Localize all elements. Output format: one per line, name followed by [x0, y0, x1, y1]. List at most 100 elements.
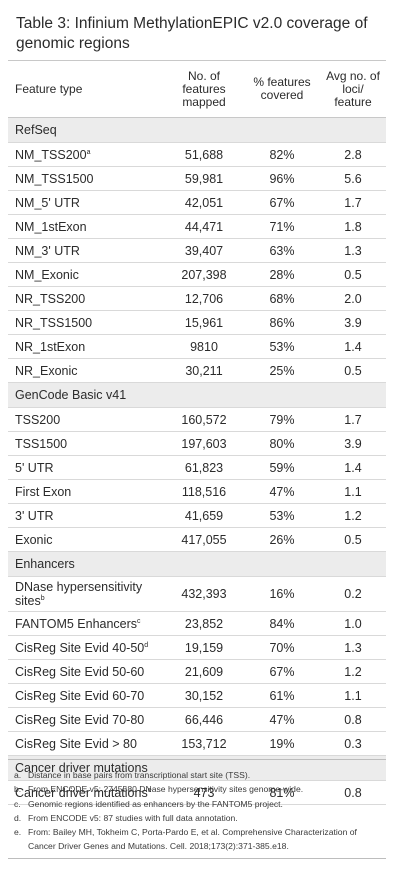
feature-name: NR_TSS1500 [15, 315, 93, 330]
features-mapped-cell: 432,393 [164, 576, 244, 612]
feature-name-cell: NM_Exonic [8, 262, 164, 287]
table-row: NR_Exonic 30,211 25% 0.5 [8, 358, 386, 383]
footnote-mark: d. [14, 812, 22, 823]
avg-loci-cell: 1.8 [320, 214, 386, 239]
footnote-text: From ENCODE v5: 87 studies with full dat… [28, 812, 238, 823]
feature-name-cell: CisReg Site Evid 60-70 [8, 683, 164, 708]
percent-covered-cell: 47% [244, 479, 320, 504]
avg-loci-cell: 0.8 [320, 707, 386, 732]
table-row: TSS200 160,572 79% 1.7 [8, 407, 386, 432]
features-mapped-cell: 44,471 [164, 214, 244, 239]
avg-loci-cell: 0.3 [320, 731, 386, 756]
feature-name: CisReg Site Evid 50-60 [15, 664, 145, 679]
footnote: a. Distance in base pairs from transcript… [14, 768, 386, 782]
percent-covered-cell: 68% [244, 286, 320, 311]
feature-name-cell: CisReg Site Evid 40-50d [8, 635, 164, 660]
percent-covered-cell: 26% [244, 527, 320, 552]
footnote-text: Distance in base pairs from transcriptio… [28, 770, 251, 780]
percent-covered-cell: 70% [244, 635, 320, 660]
table-row: NM_Exonic 207,398 28% 0.5 [8, 262, 386, 287]
feature-name: NR_1stExon [15, 339, 86, 354]
footnote-mark: a. [14, 770, 22, 780]
avg-loci-cell: 1.1 [320, 683, 386, 708]
feature-name: FANTOM5 Enhancers [15, 616, 138, 631]
avg-loci-cell: 1.0 [320, 611, 386, 636]
footnote-text: From: Bailey MH, Tokheim C, Porta-Pardo … [28, 827, 357, 852]
feature-name-cell: NM_TSS1500 [8, 166, 164, 191]
table-row: CisReg Site Evid 60-70 30,152 61% 1.1 [8, 683, 386, 708]
feature-name: TSS1500 [15, 436, 68, 451]
table-row: TSS1500 197,603 80% 3.9 [8, 431, 386, 456]
coverage-table: Feature type No. of features mapped % fe… [8, 61, 386, 805]
table-row: CisReg Site Evid > 80 153,712 19% 0.3 [8, 731, 386, 756]
feature-name-cell: CisReg Site Evid > 80 [8, 731, 164, 756]
avg-loci-cell: 0.5 [320, 527, 386, 552]
feature-name-cell: Exonic [8, 527, 164, 552]
features-mapped-cell: 41,659 [164, 503, 244, 528]
table-row: NR_TSS200 12,706 68% 2.0 [8, 286, 386, 311]
table-bottom-rule [8, 759, 386, 760]
feature-name: 5' UTR [15, 460, 54, 475]
percent-covered-cell: 47% [244, 707, 320, 732]
avg-loci-cell: 2.8 [320, 142, 386, 167]
feature-name: NM_TSS200 [15, 147, 87, 162]
table-row: 5' UTR 61,823 59% 1.4 [8, 455, 386, 480]
section-title: GenCode Basic v41 [8, 382, 386, 408]
header-feature-type: Feature type [8, 61, 164, 118]
feature-name: CisReg Site Evid > 80 [15, 736, 137, 751]
feature-name-cell: NM_TSS200a [8, 142, 164, 167]
features-mapped-cell: 207,398 [164, 262, 244, 287]
features-mapped-cell: 61,823 [164, 455, 244, 480]
feature-name: First Exon [15, 484, 72, 499]
avg-loci-cell: 3.9 [320, 431, 386, 456]
percent-covered-cell: 25% [244, 358, 320, 383]
percent-covered-cell: 80% [244, 431, 320, 456]
table-row: FANTOM5 Enhancersc 23,852 84% 1.0 [8, 611, 386, 636]
footnote-marker: e [147, 786, 152, 794]
features-mapped-cell: 9810 [164, 334, 244, 359]
section-header-row: RefSeq [8, 117, 386, 143]
feature-name-cell: NM_3' UTR [8, 238, 164, 263]
table-row: First Exon 118,516 47% 1.1 [8, 479, 386, 504]
footnotes: a. Distance in base pairs from transcript… [14, 768, 386, 854]
avg-loci-cell: 1.1 [320, 479, 386, 504]
table-row: DNase hypersensitivity sitesb 432,393 16% 0… [8, 576, 386, 612]
feature-name-cell: NR_TSS1500 [8, 310, 164, 335]
section-header-row: GenCode Basic v41 [8, 382, 386, 408]
title-divider [8, 60, 386, 61]
features-mapped-cell: 66,446 [164, 707, 244, 732]
feature-name: NM_3' UTR [15, 243, 80, 258]
feature-name: CisReg Site Evid 70-80 [15, 712, 145, 727]
footnote: c. Genomic regions identified as enhancer… [14, 797, 386, 811]
feature-name-cell: NM_1stExon [8, 214, 164, 239]
features-mapped-cell: 118,516 [164, 479, 244, 504]
features-mapped-cell: 197,603 [164, 431, 244, 456]
features-mapped-cell: 21,609 [164, 659, 244, 684]
avg-loci-cell: 0.5 [320, 358, 386, 383]
feature-name: NR_Exonic [15, 363, 78, 378]
footnote-mark: e. [14, 827, 22, 838]
section-title: RefSeq [8, 117, 386, 143]
feature-name-cell: Cancer driver mutationse [8, 780, 164, 805]
percent-covered-cell: 96% [244, 166, 320, 191]
avg-loci-cell: 0.2 [320, 576, 386, 612]
header-row: Feature type No. of features mapped % fe… [8, 61, 386, 118]
features-mapped-cell: 15,961 [164, 310, 244, 335]
table-row: Cancer driver mutationse 473 81% 0.8 [8, 780, 386, 805]
footnote: e. From: Bailey MH, Tokheim C, Porta-Pard… [14, 825, 386, 854]
avg-loci-cell: 0.5 [320, 262, 386, 287]
feature-name: 3' UTR [15, 508, 54, 523]
avg-loci-cell: 1.7 [320, 190, 386, 215]
footnote-mark: c. [14, 798, 21, 809]
percent-covered-cell: 53% [244, 503, 320, 528]
table-row: NR_1stExon 9810 53% 1.4 [8, 334, 386, 359]
table-row: CisReg Site Evid 70-80 66,446 47% 0.8 [8, 707, 386, 732]
header-features-mapped: No. of features mapped [164, 61, 244, 118]
features-mapped-cell: 153,712 [164, 731, 244, 756]
section-title: Enhancers [8, 551, 386, 577]
feature-name-cell: 5' UTR [8, 455, 164, 480]
header-avg-loci: Avg no. of loci/ feature [320, 61, 386, 118]
table-title: Table 3: Infinium MethylationEPIC v2.0 c… [16, 15, 368, 52]
features-mapped-cell: 51,688 [164, 142, 244, 167]
